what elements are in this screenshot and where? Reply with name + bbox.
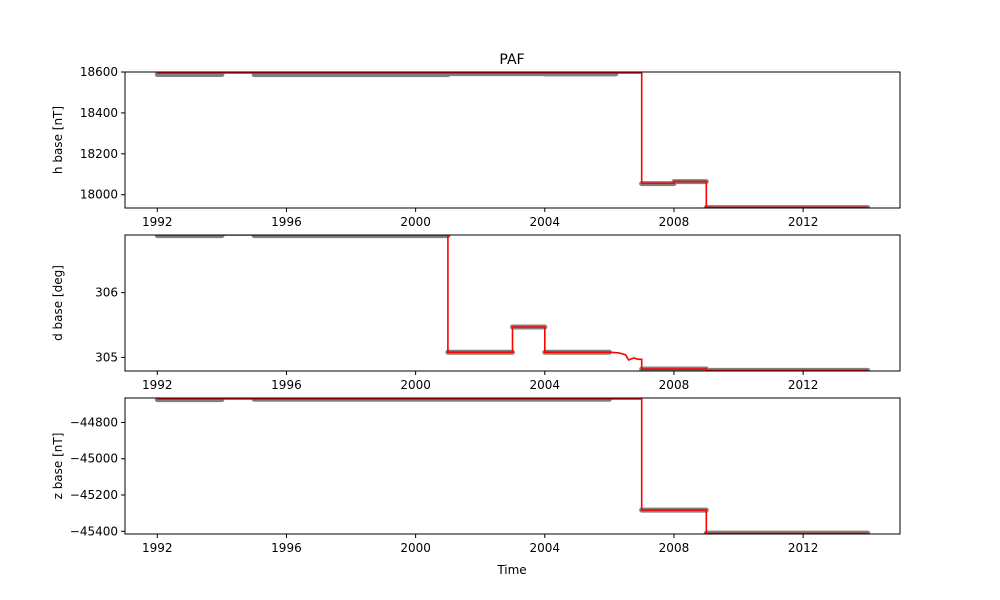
h-panel-xtick-label-2000: 2000 — [400, 215, 431, 229]
z-panel-ytick-label-1: −45000 — [70, 452, 118, 466]
h-panel-xtick-label-2004: 2004 — [530, 215, 561, 229]
d-panel-baseline-line — [157, 235, 868, 371]
h-panel-xtick-label-1992: 1992 — [142, 215, 173, 229]
h-panel-ytick-label-1: 18400 — [80, 106, 118, 120]
h-panel-ytick-label-2: 18200 — [80, 147, 118, 161]
d-panel-ytick-label-1: 305 — [95, 350, 118, 364]
z-panel-y-axis-label: z base [nT] — [51, 433, 65, 500]
h-panel-frame — [124, 71, 901, 209]
z-panel-ytick-label-0: −44800 — [70, 415, 118, 429]
d-panel-y-axis-label: d base [deg] — [51, 265, 65, 341]
h-panel: 1992 1996 2000 2004 2008 2012 18600 18400 18200 1… — [51, 65, 901, 229]
h-panel-y-axis-label: h base [nT] — [51, 106, 65, 174]
d-panel-xtick-label-1996: 1996 — [271, 378, 302, 392]
d-panel-xtick-label-2000: 2000 — [400, 378, 431, 392]
z-panel-plot-area — [154, 398, 871, 534]
h-panel-xtick-label-2008: 2008 — [659, 215, 690, 229]
h-panel-xtick-label-2012: 2012 — [788, 215, 819, 229]
d-panel-xtick-label-1992: 1992 — [142, 378, 173, 392]
z-panel-xtick-label-2000: 2000 — [400, 541, 431, 555]
h-panel-plot-area — [154, 72, 871, 208]
d-panel-xtick-label-2008: 2008 — [659, 378, 690, 392]
z-panel-xtick-label-2008: 2008 — [659, 541, 690, 555]
d-panel-frame — [124, 234, 901, 372]
z-panel-baseline-line — [157, 398, 868, 534]
z-panel-ytick-label-2: −45200 — [70, 488, 118, 502]
z-panel-ytick-label-3: −45400 — [70, 524, 118, 538]
d-panel: 1992 1996 2000 2004 2008 2012 306 305 d base [de… — [51, 234, 901, 392]
z-panel-xtick-label-1996: 1996 — [271, 541, 302, 555]
chart-title: PAF — [499, 52, 524, 68]
d-panel-plot-area — [154, 235, 871, 371]
h-panel-ytick-label-3: 18000 — [80, 188, 118, 202]
z-panel-xtick-label-1992: 1992 — [142, 541, 173, 555]
d-panel-ytick-label-0: 306 — [95, 286, 118, 300]
z-panel-xtick-label-2012: 2012 — [788, 541, 819, 555]
d-panel-xtick-label-2012: 2012 — [788, 378, 819, 392]
d-panel-xtick-label-2004: 2004 — [530, 378, 561, 392]
h-panel-xtick-label-1996: 1996 — [271, 215, 302, 229]
z-panel: 1992 1996 2000 2004 2008 2012 −44800 −45000 −452… — [51, 397, 901, 555]
h-panel-baseline-line — [157, 72, 868, 208]
h-panel-ytick-label-0: 18600 — [80, 65, 118, 79]
x-axis-label: Time — [496, 563, 526, 577]
z-panel-xtick-label-2004: 2004 — [530, 541, 561, 555]
z-panel-frame — [124, 397, 901, 535]
